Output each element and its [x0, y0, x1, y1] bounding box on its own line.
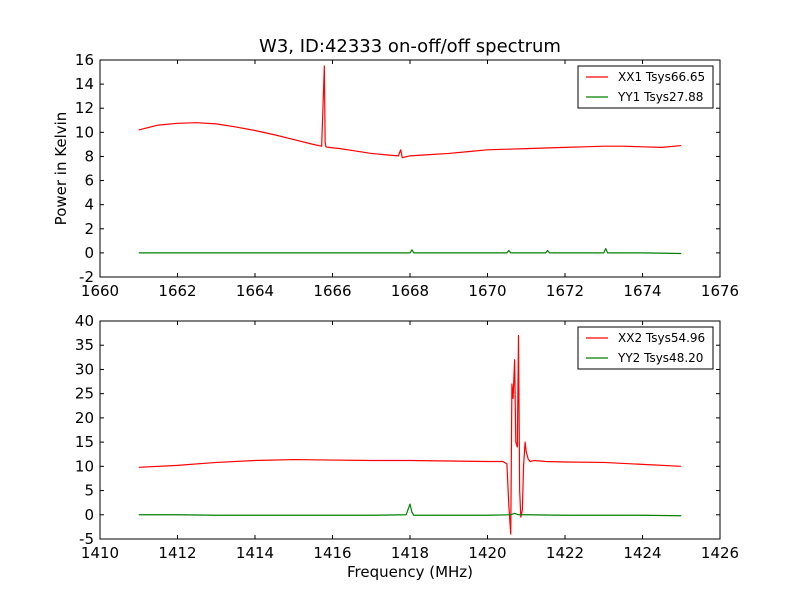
legend-label-2: YY2 Tsys48.20 — [617, 351, 703, 365]
y-tick-label: 12 — [75, 99, 94, 117]
legend-box — [577, 65, 714, 109]
y-tick-label: 30 — [75, 360, 94, 378]
chart-1-title: W3, ID:42333 on-off/off spectrum — [259, 36, 561, 57]
y-tick-label: 14 — [75, 75, 94, 93]
y-tick-label: 35 — [75, 336, 94, 354]
y-tick-label: -2 — [79, 268, 94, 286]
x-tick-label: 1660 — [81, 282, 119, 300]
legend-label-1: XX1 Tsys66.65 — [618, 70, 705, 84]
x-tick-label: 1662 — [158, 282, 196, 300]
y-tick-label: 5 — [84, 482, 94, 500]
series-line-2 — [138, 503, 682, 517]
legend-box — [577, 326, 714, 370]
series-group — [138, 65, 682, 255]
series-line-2 — [138, 248, 682, 255]
chart-2-plot-area: 1410 1412 1414 1416 1418 1420 1422 1424 1426 -5 0 5… — [75, 312, 739, 562]
series-line-1 — [138, 65, 682, 159]
y-tick-label: 4 — [84, 196, 94, 214]
x-tick-label: 1668 — [391, 282, 429, 300]
y-tick-label: 20 — [75, 409, 94, 427]
y-tick-label: 6 — [84, 172, 94, 190]
x-tick-label: 1674 — [623, 282, 661, 300]
x-tick-label: 1418 — [391, 544, 429, 562]
legend: XX1 Tsys66.65 YY1 Tsys27.88 — [577, 65, 714, 109]
x-tick-label: 1414 — [236, 544, 274, 562]
y-tick-label: 8 — [84, 147, 94, 165]
x-tick-label: 1424 — [623, 544, 661, 562]
chart-2-x-axis-label: Frequency (MHz) — [347, 563, 473, 581]
y-tick-label: 0 — [84, 244, 94, 262]
series-group — [138, 334, 682, 535]
x-tick-label: 1412 — [158, 544, 196, 562]
x-tick-label: 1410 — [81, 544, 119, 562]
y-tick-label: 0 — [84, 506, 94, 524]
series-line-1 — [138, 334, 682, 535]
y-tick-label: -5 — [79, 530, 94, 548]
y-tick-label: 2 — [84, 220, 94, 238]
y-tick-label: 10 — [75, 457, 94, 475]
legend-label-2: YY1 Tsys27.88 — [617, 90, 703, 104]
x-tick-label: 1676 — [701, 282, 739, 300]
x-tick-label: 1416 — [313, 544, 351, 562]
x-tick-label: 1670 — [468, 282, 506, 300]
x-tick-label: 1664 — [236, 282, 274, 300]
y-tick-label: 25 — [75, 385, 94, 403]
x-tick-label: 1672 — [546, 282, 584, 300]
y-tick-label: 16 — [75, 51, 94, 69]
y-tick-label: 40 — [75, 312, 94, 330]
x-tick-label: 1422 — [546, 544, 584, 562]
x-tick-label: 1666 — [313, 282, 351, 300]
x-tick-label: 1426 — [701, 544, 739, 562]
chart-1-plot-area: 1660 1662 1664 1666 1668 1670 1672 1674 1676-202… — [75, 51, 739, 300]
y-tick-label: 15 — [75, 433, 94, 451]
y-tick-label: 10 — [75, 123, 94, 141]
legend: XX2 Tsys54.96 YY2 Tsys48.20 — [577, 326, 714, 370]
legend-label-1: XX2 Tsys54.96 — [618, 331, 705, 345]
x-tick-label: 1420 — [468, 544, 506, 562]
chart-1-y-axis-label: Power in Kelvin — [52, 112, 70, 226]
